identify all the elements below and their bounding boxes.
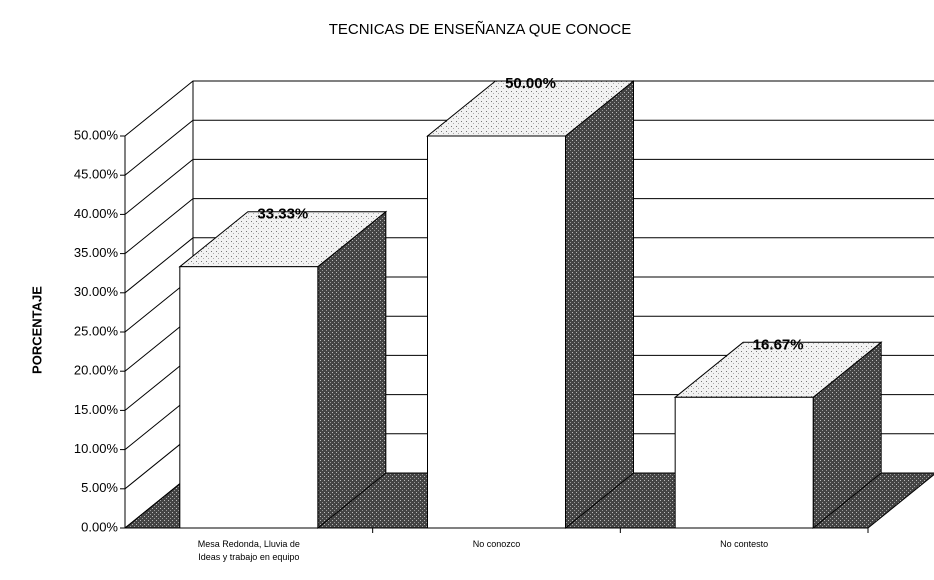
x-tick-label: No conozco bbox=[472, 539, 521, 549]
y-tick-label: 10.00% bbox=[74, 441, 119, 456]
bar bbox=[427, 135, 566, 529]
bar bbox=[674, 396, 814, 529]
y-tick-label: 15.00% bbox=[74, 402, 119, 417]
y-tick-label: 35.00% bbox=[74, 245, 119, 260]
bar-side bbox=[565, 79, 634, 530]
y-tick-label: 5.00% bbox=[81, 480, 118, 495]
y-tick-label: 0.00% bbox=[81, 519, 118, 534]
y-tick-label: 45.00% bbox=[74, 167, 119, 182]
grid-line bbox=[124, 80, 934, 137]
y-tick-label: 50.00% bbox=[74, 127, 119, 142]
y-tick-label: 20.00% bbox=[74, 363, 119, 378]
grid-line bbox=[124, 198, 934, 254]
value-label: 50.00% bbox=[505, 75, 556, 92]
y-axis-title: PORCENTAJE bbox=[29, 286, 44, 374]
grid-line bbox=[124, 158, 934, 215]
y-tick-label: 30.00% bbox=[74, 284, 119, 299]
x-tick-label: No contesto bbox=[720, 539, 769, 549]
y-tick-label: 40.00% bbox=[74, 206, 119, 221]
value-label: 33.33% bbox=[257, 206, 308, 223]
y-tick-label: 25.00% bbox=[74, 323, 119, 338]
x-tick-label: Mesa Redonda, Lluvia de Ideas y trabajo … bbox=[197, 539, 300, 562]
bar-side bbox=[317, 210, 387, 530]
value-label: 16.67% bbox=[753, 336, 804, 353]
chart-title: TECNICAS DE ENSEÑANZA QUE CONOCE bbox=[329, 21, 632, 38]
grid-line bbox=[124, 119, 934, 176]
grid-line bbox=[124, 237, 934, 294]
bar bbox=[179, 266, 319, 529]
